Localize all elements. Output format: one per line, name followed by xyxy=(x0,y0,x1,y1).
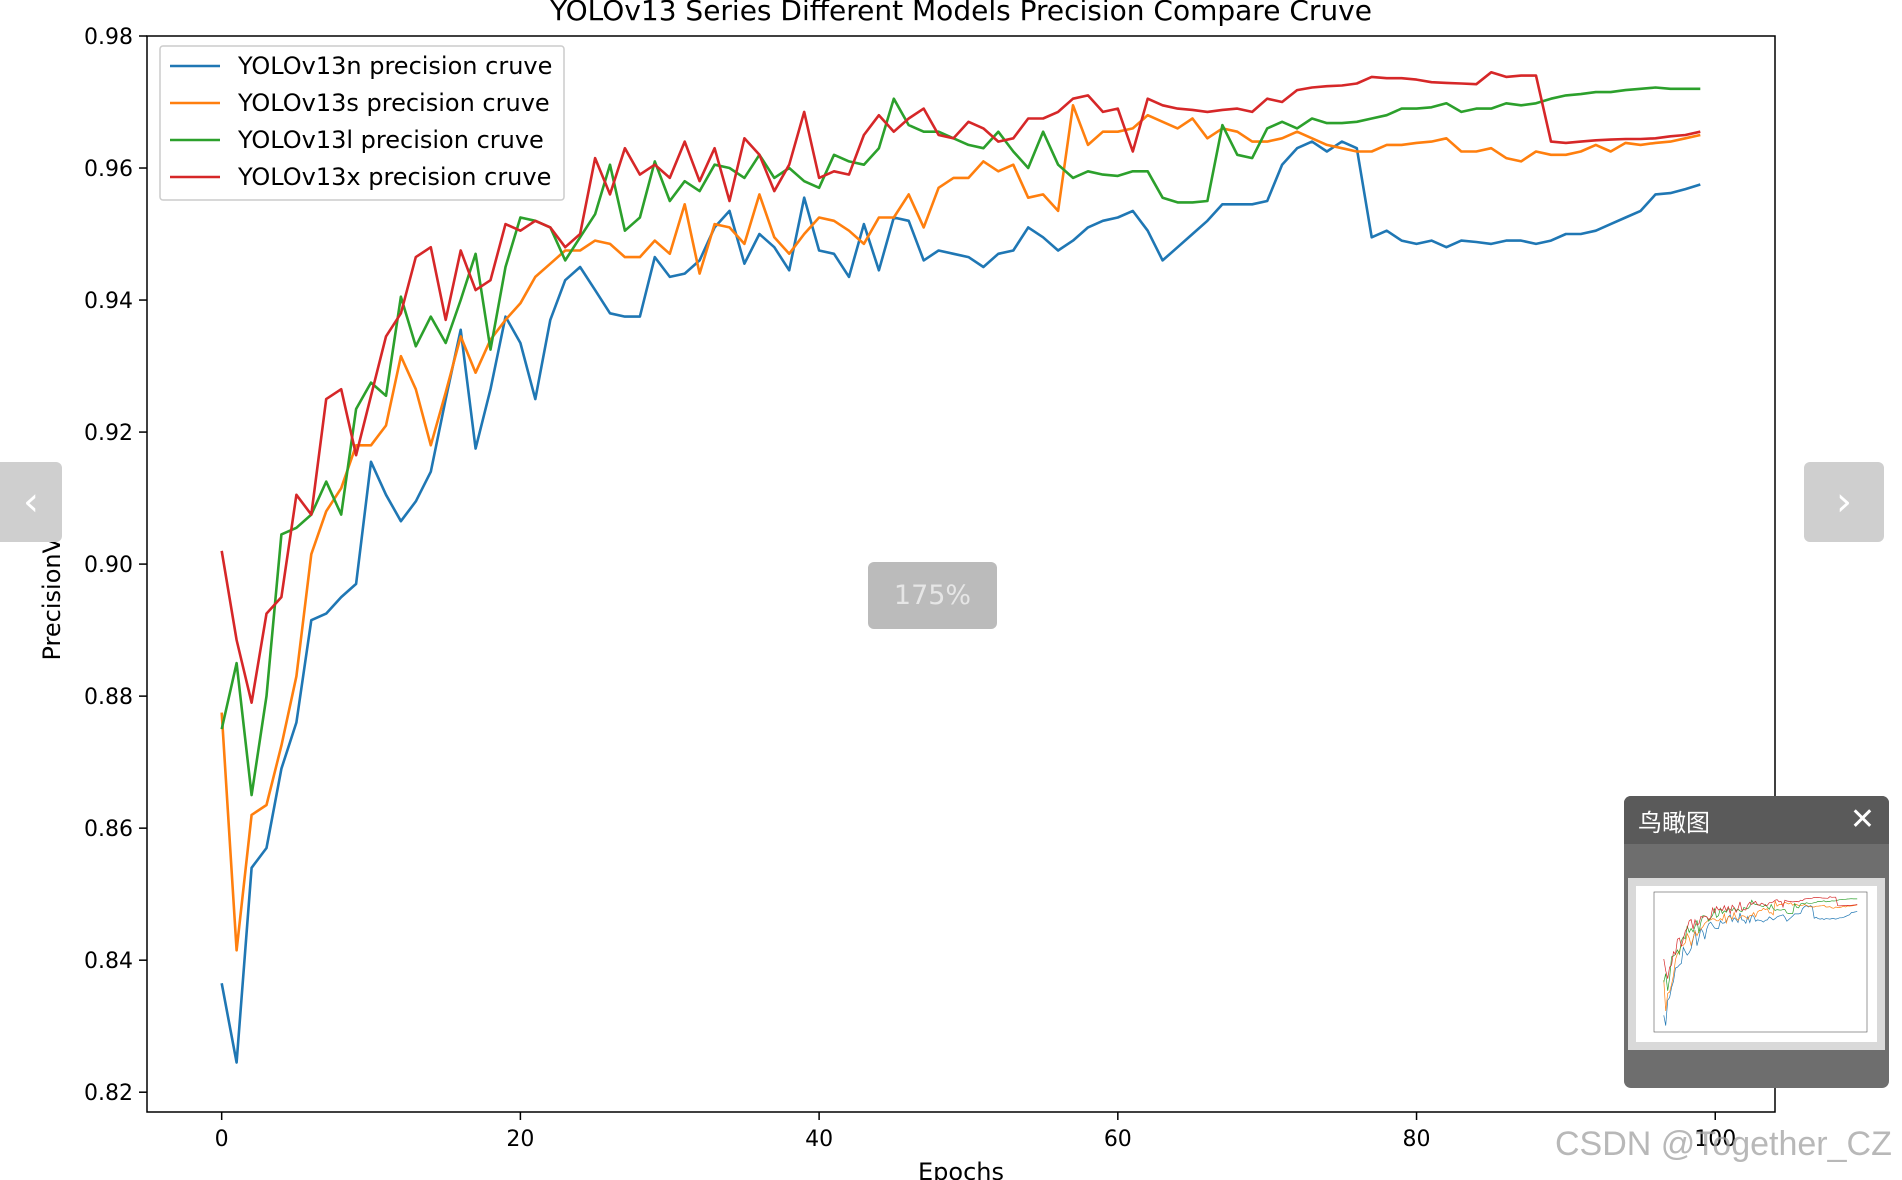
thumb-series-line-1 xyxy=(1663,900,1858,1012)
chevron-left-icon: ‹ xyxy=(23,479,39,525)
series-line-3 xyxy=(220,71,1701,704)
thumb-series-line-3 xyxy=(1663,896,1858,979)
plot-frame xyxy=(146,35,1776,1113)
y-axis: 0.82 0.84 0.86 0.88 0.90 0.92 0.94 0.96 0.98 xyxy=(84,25,147,1106)
overview-header: 鸟瞰图 ✕ xyxy=(1624,796,1889,844)
y-tick-label: 0.88 xyxy=(84,685,133,710)
x-tick-label: 0 xyxy=(215,1127,229,1152)
y-tick-label: 0.98 xyxy=(84,25,133,50)
next-image-button[interactable]: › xyxy=(1804,462,1884,542)
chevron-right-icon: › xyxy=(1836,479,1852,525)
overview-thumbnail-chart xyxy=(1636,886,1877,1042)
previous-image-button[interactable]: ‹ xyxy=(0,462,62,542)
overview-panel[interactable]: 鸟瞰图 ✕ xyxy=(1624,796,1889,1088)
y-tick-label: 0.92 xyxy=(84,421,133,446)
series-lines xyxy=(220,71,1701,1064)
x-tick-label: 80 xyxy=(1403,1127,1431,1152)
zoom-level-text: 175% xyxy=(893,580,972,611)
y-tick-label: 0.84 xyxy=(84,949,133,974)
y-tick-label: 0.96 xyxy=(84,157,133,182)
legend-label: YOLOv13x precision cruve xyxy=(237,163,551,191)
x-tick-label: 20 xyxy=(506,1127,534,1152)
y-tick-label: 0.86 xyxy=(84,817,133,842)
x-tick-label: 100 xyxy=(1694,1127,1736,1152)
x-tick-label: 40 xyxy=(805,1127,833,1152)
legend-label: YOLOv13s precision cruve xyxy=(237,89,550,117)
y-tick-label: 0.82 xyxy=(84,1081,133,1106)
x-axis-label: Epochs xyxy=(918,1158,1004,1180)
x-tick-label: 60 xyxy=(1104,1127,1132,1152)
watermark: CSDN @Together_CZ xyxy=(1555,1125,1892,1163)
close-icon[interactable]: ✕ xyxy=(1849,802,1875,837)
overview-title: 鸟瞰图 xyxy=(1638,808,1710,837)
series-line-0 xyxy=(220,140,1701,1064)
overview-thumbnail[interactable] xyxy=(1628,878,1885,1050)
series-line-2 xyxy=(220,86,1701,797)
legend: YOLOv13n precision cruve YOLOv13s precisi… xyxy=(159,45,565,201)
series-line-1 xyxy=(220,104,1701,952)
legend-label: YOLOv13n precision cruve xyxy=(237,52,552,80)
legend-box xyxy=(159,45,565,201)
y-tick-label: 0.94 xyxy=(84,289,133,314)
zoom-level-badge: 175% xyxy=(868,562,997,629)
chart-title: YOLOv13 Series Different Models Precisio… xyxy=(549,0,1372,27)
x-axis: 0 20 40 60 80 100 xyxy=(215,1112,1736,1152)
thumb-series-line-0 xyxy=(1663,905,1858,1026)
y-tick-label: 0.90 xyxy=(84,553,133,578)
legend-label: YOLOv13l precision cruve xyxy=(237,126,544,154)
